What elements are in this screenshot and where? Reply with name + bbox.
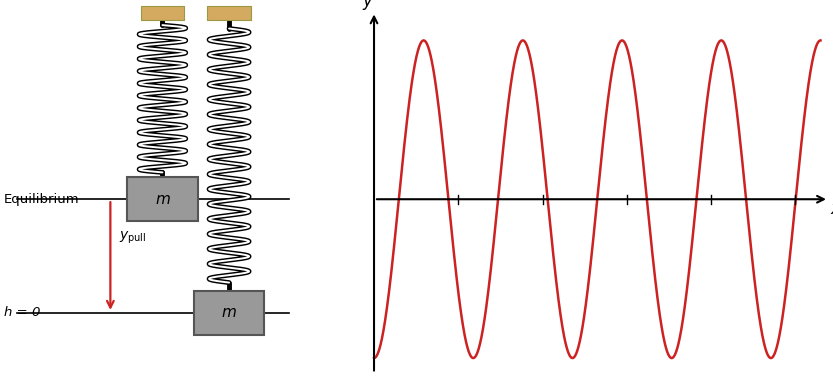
Text: m: m	[155, 192, 170, 207]
Text: Equilibrium: Equilibrium	[4, 193, 80, 206]
Text: m: m	[222, 305, 237, 320]
Text: $y_\mathregular{pull}$: $y_\mathregular{pull}$	[119, 230, 146, 246]
Bar	[141, 6, 184, 20]
Text: h = 0: h = 0	[4, 306, 41, 319]
Bar	[127, 177, 197, 221]
Text: y: y	[362, 0, 372, 10]
Bar	[193, 291, 265, 335]
Text: x: x	[831, 200, 833, 218]
Bar	[207, 6, 251, 20]
